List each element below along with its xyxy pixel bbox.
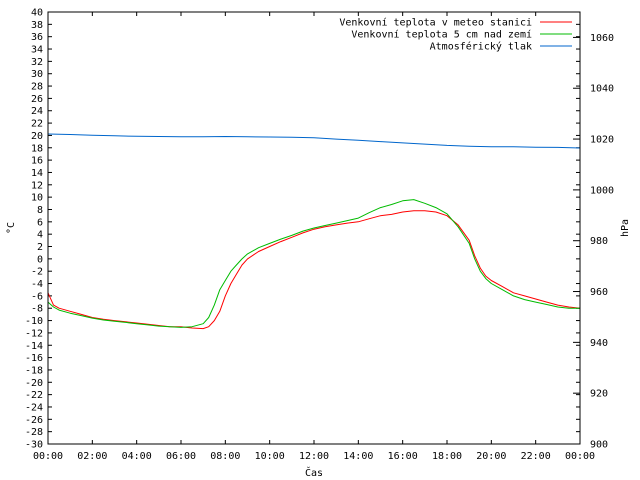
legend-label-0: Venkovní teplota v meteo stanici bbox=[339, 17, 532, 29]
x-tick-label: 00:00 bbox=[565, 451, 595, 462]
y-tick-label: 6 bbox=[37, 217, 43, 228]
plot-frame bbox=[47, 11, 581, 445]
y-tick-label: 26 bbox=[31, 94, 43, 105]
x-axis-label: Čas bbox=[305, 466, 323, 479]
y-tick-label: 20 bbox=[31, 131, 43, 142]
series-line-0 bbox=[47, 210, 581, 330]
legend-label-2: Atmosférický tlak bbox=[430, 41, 532, 53]
x-tick-label: 04:00 bbox=[122, 451, 152, 462]
x-tick-label: 06:00 bbox=[166, 451, 196, 462]
y-tick-label: 38 bbox=[31, 20, 43, 31]
y2-tick-label: 1020 bbox=[590, 135, 614, 146]
y-tick-label: -20 bbox=[25, 378, 43, 389]
x-tick-label: 08:00 bbox=[210, 451, 240, 462]
y-tick-label: -4 bbox=[31, 279, 43, 290]
y-tick-label: -26 bbox=[25, 415, 43, 426]
y-tick-label: 18 bbox=[31, 143, 43, 154]
y-tick-label: -24 bbox=[25, 402, 43, 413]
series-line-1 bbox=[47, 199, 580, 328]
x-tick-label: 10:00 bbox=[255, 451, 285, 462]
x-tick-label: 16:00 bbox=[388, 451, 418, 462]
y2-tick-label: 960 bbox=[590, 287, 608, 298]
x-tick-label: 02:00 bbox=[77, 451, 107, 462]
y2-tick-label: 900 bbox=[590, 440, 608, 451]
x-tick-label: 00:00 bbox=[33, 451, 63, 462]
y-tick-label: 34 bbox=[31, 45, 43, 56]
y-tick-label: 12 bbox=[31, 180, 43, 191]
y-tick-label: 2 bbox=[37, 242, 43, 253]
series-layer bbox=[47, 133, 581, 330]
y2-tick-label: 1000 bbox=[590, 185, 614, 196]
x-tick-label: 14:00 bbox=[343, 451, 373, 462]
y-tick-label: 30 bbox=[31, 69, 43, 80]
series-line-2 bbox=[47, 133, 581, 149]
y2-axis-label: hPa bbox=[620, 219, 631, 237]
y-tick-label: -6 bbox=[31, 291, 43, 302]
ticks-layer: 4038363432302826242220181614121086420-2-… bbox=[25, 8, 614, 463]
y-tick-label: -18 bbox=[25, 365, 43, 376]
y-axis-label: °C bbox=[6, 222, 17, 234]
y2-tick-label: 940 bbox=[590, 338, 608, 349]
y-tick-label: 36 bbox=[31, 32, 43, 43]
y-tick-label: 8 bbox=[37, 205, 43, 216]
y-tick-label: -16 bbox=[25, 353, 43, 364]
y2-tick-label: 1060 bbox=[590, 33, 614, 44]
y-tick-label: -28 bbox=[25, 427, 43, 438]
y-tick-label: -22 bbox=[25, 390, 43, 401]
x-tick-label: 18:00 bbox=[432, 451, 462, 462]
y-tick-label: 32 bbox=[31, 57, 43, 68]
y-tick-label: 40 bbox=[31, 8, 43, 19]
y-tick-label: 14 bbox=[31, 168, 43, 179]
x-tick-label: 22:00 bbox=[521, 451, 551, 462]
legend-label-1: Venkovní teplota 5 cm nad zemí bbox=[351, 29, 532, 41]
y-tick-label: 22 bbox=[31, 119, 43, 130]
y-tick-label: -30 bbox=[25, 440, 43, 451]
y-tick-label: 4 bbox=[37, 230, 43, 241]
y-tick-label: -14 bbox=[25, 341, 43, 352]
y-tick-label: 24 bbox=[31, 106, 43, 117]
y-tick-label: 16 bbox=[31, 156, 43, 167]
y2-tick-label: 920 bbox=[590, 389, 608, 400]
y2-tick-label: 1040 bbox=[590, 84, 614, 95]
legend: Venkovní teplota v meteo staniciVenkovní… bbox=[339, 17, 572, 53]
x-tick-label: 12:00 bbox=[299, 451, 329, 462]
x-tick-label: 20:00 bbox=[476, 451, 506, 462]
y-tick-label: -8 bbox=[31, 304, 43, 315]
y2-tick-label: 980 bbox=[590, 236, 608, 247]
y-tick-label: 28 bbox=[31, 82, 43, 93]
y-tick-label: 0 bbox=[37, 254, 43, 265]
y-tick-label: -12 bbox=[25, 328, 43, 339]
y-tick-label: 10 bbox=[31, 193, 43, 204]
y-tick-label: -2 bbox=[31, 267, 43, 278]
y-tick-label: -10 bbox=[25, 316, 43, 327]
